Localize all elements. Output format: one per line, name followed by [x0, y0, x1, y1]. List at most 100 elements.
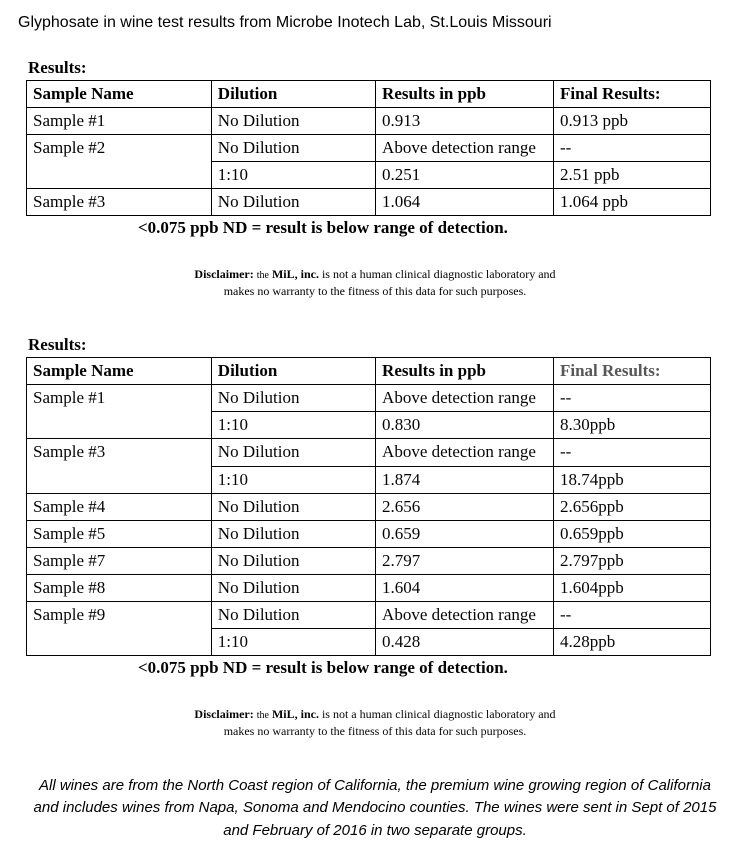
cell-dilution: No Dilution: [211, 493, 375, 520]
cell-dilution: 1:10: [211, 629, 375, 656]
cell-results: 0.830: [376, 412, 554, 439]
cell-dilution: No Dilution: [211, 385, 375, 412]
cell-final: 8.30ppb: [554, 412, 711, 439]
col-sample: Sample Name: [27, 358, 212, 385]
cell-results: 1.874: [376, 466, 554, 493]
cell-final: 0.913 ppb: [554, 108, 711, 135]
disclaimer-sub: the: [257, 710, 269, 721]
col-sample: Sample Name: [27, 81, 212, 108]
cell-dilution: No Dilution: [211, 574, 375, 601]
cell-results: Above detection range: [376, 439, 554, 466]
detection-note-2: <0.075 ppb ND = result is below range of…: [138, 658, 732, 678]
cell-sample: Sample #3: [27, 439, 212, 466]
disclaimer-sub: the: [257, 270, 269, 281]
cell-dilution: 1:10: [211, 466, 375, 493]
cell-final: 2.656ppb: [554, 493, 711, 520]
disclaimer-label: Disclaimer:: [194, 707, 253, 721]
table-row: Sample #3 No Dilution 1.064 1.064 ppb: [27, 189, 711, 216]
cell-dilution: 1:10: [211, 412, 375, 439]
cell-results: Above detection range: [376, 385, 554, 412]
cell-sample: Sample #1: [27, 385, 212, 412]
disclaimer-text1: is not a human clinical diagnostic labor…: [319, 267, 556, 281]
cell-dilution: No Dilution: [211, 439, 375, 466]
cell-results: 0.913: [376, 108, 554, 135]
cell-sample: Sample #4: [27, 493, 212, 520]
results-table-2: Sample Name Dilution Results in ppb Fina…: [26, 357, 711, 656]
disclaimer-label: Disclaimer:: [194, 267, 253, 281]
cell-sample: Sample #8: [27, 574, 212, 601]
disclaimer-2: Disclaimer: the MiL, inc. is not a human…: [125, 706, 625, 739]
cell-dilution: No Dilution: [211, 602, 375, 629]
cell-dilution: No Dilution: [211, 547, 375, 574]
table-row: Sample #8 No Dilution 1.604 1.604ppb: [27, 574, 711, 601]
col-final: Final Results:: [554, 358, 711, 385]
col-dilution: Dilution: [211, 358, 375, 385]
table-row: Sample #1 No Dilution Above detection ra…: [27, 385, 711, 412]
cell-dilution: No Dilution: [211, 520, 375, 547]
cell-results: 0.428: [376, 629, 554, 656]
cell-dilution: No Dilution: [211, 189, 375, 216]
cell-final: 2.797ppb: [554, 547, 711, 574]
table-row: Sample #1 No Dilution 0.913 0.913 ppb: [27, 108, 711, 135]
disclaimer-bold: MiL, inc.: [272, 707, 319, 721]
cell-final: --: [554, 385, 711, 412]
disclaimer-text2: makes no warranty to the fitness of this…: [224, 284, 527, 298]
cell-dilution: 1:10: [211, 162, 375, 189]
col-dilution: Dilution: [211, 81, 375, 108]
table-row: 1:10 1.874 18.74ppb: [27, 466, 711, 493]
col-results: Results in ppb: [376, 81, 554, 108]
cell-sample: [27, 412, 212, 439]
cell-dilution: No Dilution: [211, 135, 375, 162]
cell-final: --: [554, 439, 711, 466]
cell-final: --: [554, 135, 711, 162]
cell-sample: Sample #3: [27, 189, 212, 216]
table-row: Sample #3 No Dilution Above detection ra…: [27, 439, 711, 466]
table-header-row: Sample Name Dilution Results in ppb Fina…: [27, 81, 711, 108]
cell-results: Above detection range: [376, 135, 554, 162]
page-title: Glyphosate in wine test results from Mic…: [18, 14, 732, 32]
cell-sample: Sample #7: [27, 547, 212, 574]
cell-sample: [27, 162, 212, 189]
cell-results: 0.251: [376, 162, 554, 189]
results-table-1: Sample Name Dilution Results in ppb Fina…: [26, 80, 711, 216]
cell-results: 2.797: [376, 547, 554, 574]
cell-final: 1.604ppb: [554, 574, 711, 601]
results-heading-1: Results:: [28, 58, 732, 78]
cell-final: 4.28ppb: [554, 629, 711, 656]
disclaimer-text2: makes no warranty to the fitness of this…: [224, 724, 527, 738]
col-final: Final Results:: [554, 81, 711, 108]
cell-sample: [27, 466, 212, 493]
cell-results: 1.604: [376, 574, 554, 601]
cell-final: 1.064 ppb: [554, 189, 711, 216]
col-results: Results in ppb: [376, 358, 554, 385]
cell-final: 18.74ppb: [554, 466, 711, 493]
table-row: 1:10 0.830 8.30ppb: [27, 412, 711, 439]
cell-sample: [27, 629, 212, 656]
cell-sample: Sample #9: [27, 602, 212, 629]
disclaimer-text1: is not a human clinical diagnostic labor…: [319, 707, 556, 721]
table-row: Sample #7 No Dilution 2.797 2.797ppb: [27, 547, 711, 574]
table-row: Sample #4 No Dilution 2.656 2.656ppb: [27, 493, 711, 520]
cell-sample: Sample #5: [27, 520, 212, 547]
table-row: Sample #5 No Dilution 0.659 0.659ppb: [27, 520, 711, 547]
table-header-row: Sample Name Dilution Results in ppb Fina…: [27, 358, 711, 385]
cell-results: 1.064: [376, 189, 554, 216]
cell-final: --: [554, 602, 711, 629]
table-row: 1:10 0.251 2.51 ppb: [27, 162, 711, 189]
footer-note: All wines are from the North Coast regio…: [28, 775, 722, 843]
results-heading-2: Results:: [28, 335, 732, 355]
cell-results: Above detection range: [376, 602, 554, 629]
cell-sample: Sample #2: [27, 135, 212, 162]
cell-final: 2.51 ppb: [554, 162, 711, 189]
table-row: 1:10 0.428 4.28ppb: [27, 629, 711, 656]
disclaimer-bold: MiL, inc.: [272, 267, 319, 281]
disclaimer-1: Disclaimer: the MiL, inc. is not a human…: [125, 266, 625, 299]
cell-final: 0.659ppb: [554, 520, 711, 547]
detection-note-1: <0.075 ppb ND = result is below range of…: [138, 218, 732, 238]
table-row: Sample #2 No Dilution Above detection ra…: [27, 135, 711, 162]
table-row: Sample #9 No Dilution Above detection ra…: [27, 602, 711, 629]
cell-results: 0.659: [376, 520, 554, 547]
cell-sample: Sample #1: [27, 108, 212, 135]
cell-dilution: No Dilution: [211, 108, 375, 135]
cell-results: 2.656: [376, 493, 554, 520]
